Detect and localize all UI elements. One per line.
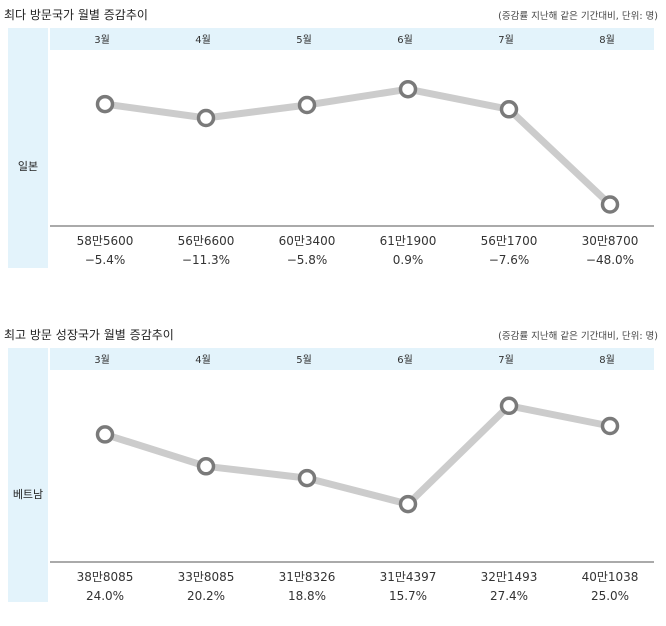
data-label: 30만8700 −48.0% — [565, 232, 655, 267]
x-tick-label: 3월 — [94, 34, 110, 46]
count-label: 56만1700 — [480, 234, 538, 248]
rate-label: −11.3% — [181, 253, 231, 267]
count-label: 56만6600 — [177, 234, 235, 248]
x-tick-label: 7월 — [498, 34, 514, 46]
x-tick-label: 7월 — [498, 354, 514, 366]
rate-label: 18.8% — [287, 589, 327, 603]
x-tick-label: 4월 — [195, 354, 211, 366]
month-header — [50, 348, 654, 370]
data-point — [600, 195, 620, 214]
count-label: 40만1038 — [581, 570, 639, 584]
line-chart: 3월 4월 5월 6월 7월 8월 — [50, 354, 654, 563]
chart-unit-note: (증감률 지난해 같은 기간대비, 단위: 명) — [498, 331, 658, 342]
count-label: 61만1900 — [379, 234, 437, 248]
data-point — [398, 494, 418, 514]
rate-label: −7.6% — [488, 253, 530, 267]
rate-label: 27.4% — [489, 589, 529, 603]
x-tick-label: 5월 — [296, 354, 312, 366]
count-label: 58만5600 — [76, 234, 134, 248]
data-point — [499, 100, 519, 119]
data-label: 31만8326 18.8% — [262, 568, 352, 603]
rate-label: 25.0% — [590, 589, 630, 603]
rate-label: 20.2% — [186, 589, 226, 603]
rate-label: −5.8% — [286, 253, 328, 267]
chart-title: 최다 방문국가 월별 증감추이 — [4, 8, 148, 22]
data-point — [600, 416, 620, 436]
x-tick-label: 4월 — [195, 34, 211, 46]
chart-title: 최고 방문 성장국가 월별 증감추이 — [4, 328, 174, 342]
count-label: 31만4397 — [379, 570, 437, 584]
x-tick-label: 8월 — [599, 354, 615, 366]
row-label: 베트남 — [12, 488, 44, 501]
x-tick-label: 6월 — [397, 34, 413, 46]
row-label-cell: 일본 — [8, 28, 48, 268]
data-point — [398, 79, 418, 99]
row-label-cell: 베트남 — [8, 348, 48, 602]
line-chart: 3월 4월 5월 6월 7월 8월 — [50, 34, 654, 227]
data-label: 60만3400 −5.8% — [262, 232, 352, 267]
count-label: 33만8085 — [177, 570, 235, 584]
rate-label: 15.7% — [388, 589, 428, 603]
x-tick-label: 8월 — [599, 34, 615, 46]
x-tick-label: 6월 — [397, 354, 413, 366]
data-point — [196, 108, 216, 128]
count-label: 60만3400 — [278, 234, 336, 248]
data-point — [297, 95, 317, 115]
data-point — [297, 468, 317, 488]
rate-label: 0.9% — [392, 253, 424, 267]
x-tick-label: 5월 — [296, 34, 312, 46]
data-label: 32만1493 27.4% — [464, 568, 554, 603]
series-line — [104, 85, 613, 208]
chart-panel-japan: 최다 방문국가 월별 증감추이 (증감률 지난해 같은 기간대비, 단위: 명)… — [0, 6, 666, 306]
count-label: 31만8326 — [278, 570, 336, 584]
data-label: 56만6600 −11.3% — [161, 232, 251, 267]
data-label: 61만1900 0.9% — [363, 232, 453, 267]
data-point — [499, 396, 519, 416]
data-label: 40만1038 25.0% — [565, 568, 655, 603]
rate-label: −5.4% — [84, 253, 126, 267]
data-point — [196, 457, 216, 476]
chart-unit-note: (증감률 지난해 같은 기간대비, 단위: 명) — [498, 11, 658, 22]
data-label: 38만8085 24.0% — [60, 568, 150, 603]
data-point — [95, 94, 115, 114]
data-label: 58만5600 −5.4% — [60, 232, 150, 267]
count-label: 38만8085 — [76, 570, 134, 584]
row-label: 일본 — [17, 160, 39, 173]
rate-label: −48.0% — [585, 253, 635, 267]
count-label: 32만1493 — [480, 570, 538, 584]
rate-label: 24.0% — [85, 589, 125, 603]
data-label: 33만8085 20.2% — [161, 568, 251, 603]
x-tick-label: 3월 — [94, 354, 110, 366]
chart-panel-vietnam: 최고 방문 성장국가 월별 증감추이 (증감률 지난해 같은 기간대비, 단위:… — [0, 326, 666, 626]
data-label: 56만1700 −7.6% — [464, 232, 554, 267]
data-label: 31만4397 15.7% — [363, 568, 453, 603]
series-line — [103, 402, 611, 508]
month-header — [50, 28, 654, 50]
count-label: 30만8700 — [581, 234, 639, 248]
data-point — [95, 425, 115, 444]
